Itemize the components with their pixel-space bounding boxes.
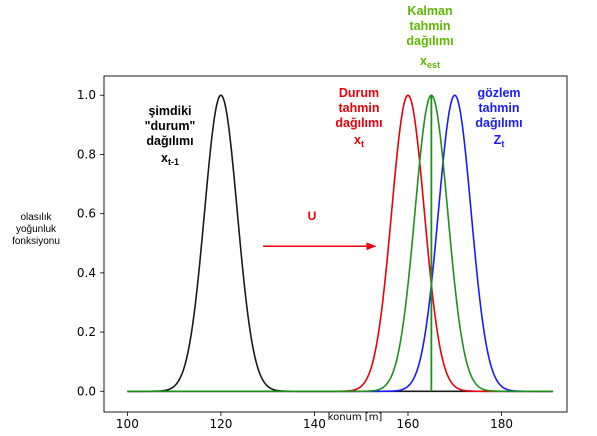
observation-line3: dağılımı xyxy=(475,116,523,130)
predicted-state-line2: tahmin xyxy=(338,101,380,115)
predicted-state-symbol: x xyxy=(354,133,361,147)
x-tick-label: 120 xyxy=(209,417,232,431)
y-tick-label: 0.8 xyxy=(77,147,96,161)
current-state-subscript: t-1 xyxy=(167,157,179,167)
kalman-line2: tahmin xyxy=(409,19,451,33)
observation-symbol: Z xyxy=(493,133,502,147)
current-state-line2: "durum" xyxy=(144,119,196,133)
kalman-estimate-annotation: Kalman tahmin dağılımı xest xyxy=(395,4,465,73)
observation-subscript: t xyxy=(501,139,505,149)
current-state-symbol: x xyxy=(161,151,168,165)
kalman-symbol: x xyxy=(420,54,427,68)
kalman-subscript: est xyxy=(426,60,440,70)
y-tick-label: 0.6 xyxy=(77,207,96,221)
x-tick-label: 100 xyxy=(116,417,139,431)
x-axis-label: konum [m] xyxy=(327,412,383,423)
y-tick-label: 1.0 xyxy=(77,88,96,102)
current-state-line1: şimdiki xyxy=(148,104,192,118)
y-axis-label: olasılık yoğunluk fonksiyonu xyxy=(12,212,60,247)
observation-annotation: gözlem tahmin dağılımı Zt xyxy=(462,86,536,152)
predicted-state-line3: dağılımı xyxy=(335,116,383,130)
predicted-state-annotation: Durum tahmin dağılımı xt xyxy=(327,86,391,152)
x-tick-label: 180 xyxy=(490,417,513,431)
observation-line2: tahmin xyxy=(478,101,520,115)
x-tick-label: 140 xyxy=(303,417,326,431)
predicted-state-subscript: t xyxy=(360,139,364,149)
predicted-state-line1: Durum xyxy=(338,86,380,100)
x-tick-label: 160 xyxy=(397,417,420,431)
y-tick-label: 0.0 xyxy=(77,384,96,398)
observation-line1: gözlem xyxy=(477,86,521,100)
y-tick-label: 0.4 xyxy=(77,266,96,280)
plot-area xyxy=(103,75,568,413)
kalman-line1: Kalman xyxy=(407,4,453,18)
control-input-label: U xyxy=(307,209,317,223)
kalman-line3: dağılımı xyxy=(406,34,454,48)
series-line-3 xyxy=(127,94,553,393)
y-tick-label: 0.2 xyxy=(77,325,96,339)
current-state-annotation: şimdiki "durum" dağılımı xt-1 xyxy=(134,104,206,170)
current-state-line3: dağılımı xyxy=(146,134,194,148)
